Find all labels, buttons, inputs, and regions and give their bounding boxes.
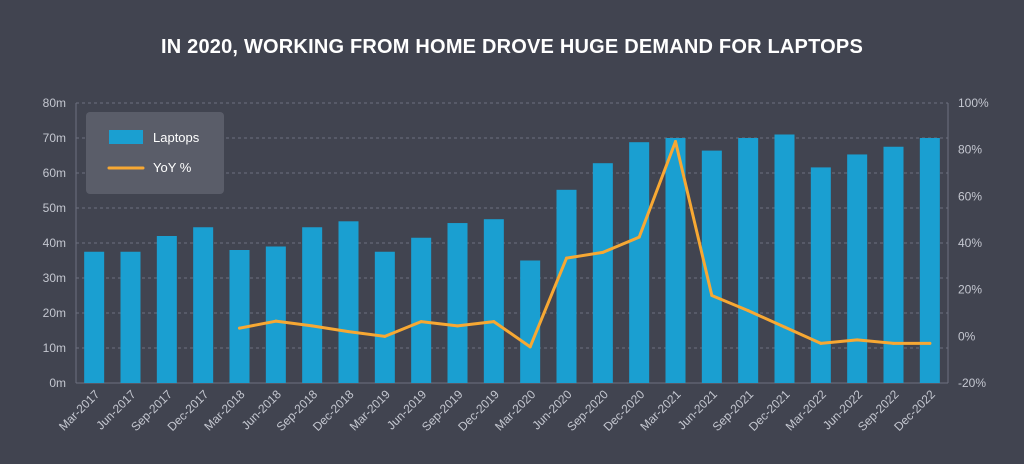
bar: [774, 134, 795, 383]
right-tick-label: 100%: [958, 96, 989, 110]
x-tick-label: Mar-2019: [347, 387, 393, 433]
bar: [193, 227, 214, 383]
bar: [738, 138, 759, 383]
bar: [84, 251, 105, 383]
right-tick-label: 60%: [958, 189, 982, 203]
x-tick-label: Mar-2021: [637, 387, 683, 433]
legend-box: [86, 112, 224, 194]
bar: [229, 250, 250, 383]
yoy-point: [819, 341, 823, 345]
left-tick-label: 30m: [43, 271, 66, 285]
bar: [156, 236, 177, 383]
left-tick-label: 40m: [43, 236, 66, 250]
bar: [520, 260, 541, 383]
left-tick-label: 0m: [49, 376, 66, 390]
bar: [447, 223, 468, 383]
yoy-point: [565, 256, 568, 260]
right-tick-label: -20%: [958, 376, 986, 390]
legend-label-yoy: YoY %: [153, 160, 192, 175]
bar: [883, 146, 904, 383]
yoy-point: [710, 294, 714, 297]
left-tick-label: 70m: [43, 131, 66, 145]
right-tick-label: 80%: [958, 143, 982, 157]
bar: [120, 251, 141, 383]
yoy-point: [383, 334, 387, 338]
bar: [665, 138, 686, 383]
bar: [483, 219, 504, 383]
bar: [411, 237, 432, 383]
right-tick-label: 20%: [958, 283, 982, 297]
x-tick-label: Mar-2022: [783, 387, 829, 433]
bar: [592, 163, 613, 383]
yoy-point: [419, 320, 423, 324]
yoy-point: [855, 338, 859, 342]
legend-label-laptops: Laptops: [153, 130, 200, 145]
bar: [556, 189, 577, 383]
chart-title: IN 2020, WORKING FROM HOME DROVE HUGE DE…: [160, 36, 863, 58]
yoy-point: [456, 324, 459, 328]
yoy-point: [601, 250, 605, 254]
yoy-line: [238, 140, 932, 349]
left-tick-label: 80m: [43, 96, 66, 110]
yoy-point: [528, 345, 532, 349]
x-tick-label: Mar-2018: [201, 387, 247, 433]
yoy-point: [274, 319, 278, 323]
yoy-point: [637, 235, 641, 239]
right-tick-label: 40%: [958, 236, 982, 250]
yoy-point: [928, 341, 932, 345]
bar: [629, 142, 650, 383]
bar: [338, 221, 359, 383]
bar: [302, 227, 323, 383]
left-tick-label: 60m: [43, 166, 66, 180]
bar: [919, 138, 940, 383]
right-tick-label: 0%: [958, 329, 976, 343]
yoy-point: [746, 309, 750, 313]
x-tick-label: Mar-2017: [56, 387, 102, 433]
x-tick-label: Mar-2020: [492, 387, 538, 433]
yoy-point: [892, 341, 895, 345]
left-tick-label: 50m: [43, 201, 66, 215]
bar: [701, 150, 722, 383]
yoy-point: [310, 324, 314, 328]
left-tick-label: 20m: [43, 306, 66, 320]
yoy-point: [347, 330, 350, 334]
yoy-point: [238, 326, 241, 330]
bar: [374, 251, 395, 383]
yoy-point: [492, 320, 496, 324]
bar: [810, 167, 831, 383]
bar: [265, 246, 286, 383]
legend-swatch-laptops: [109, 130, 143, 144]
yoy-point: [783, 325, 786, 329]
left-tick-label: 10m: [43, 341, 66, 355]
yoy-point: [674, 140, 677, 143]
bar: [847, 154, 868, 383]
